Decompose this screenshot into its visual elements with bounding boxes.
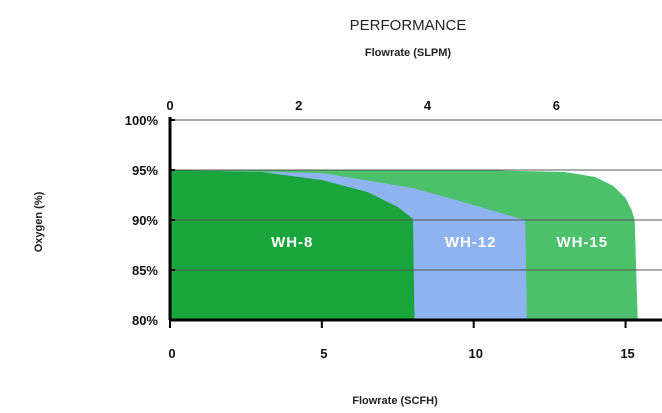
y-tick-label: 95%: [132, 163, 158, 178]
y-axis-label: Oxygen (%): [33, 191, 45, 252]
y-tick-label: 85%: [132, 263, 158, 278]
series-label-wh-12: WH-12: [445, 234, 497, 251]
top-tick-label: 2: [295, 98, 302, 113]
top-axis-label: Flowrate (SLPM): [365, 47, 452, 59]
y-tick-label: 80%: [132, 313, 158, 328]
top-tick-label: 0: [166, 98, 173, 113]
x-tick-label: 5: [320, 346, 327, 361]
series-label-wh-15: WH-15: [556, 234, 608, 251]
area-wh-8: [170, 170, 415, 320]
y-tick-label: 100%: [125, 113, 159, 128]
x-tick-label: 10: [468, 346, 482, 361]
x-tick-label: 15: [620, 346, 634, 361]
top-tick-label: 4: [424, 98, 432, 113]
plot-area: 80%85%90%95%100%05101502468WH-15WH-12WH-…: [125, 98, 662, 361]
chart-title: PERFORMANCE: [350, 17, 467, 34]
top-tick-label: 6: [553, 98, 560, 113]
x-axis-label: Flowrate (SCFH): [352, 395, 438, 407]
y-tick-label: 90%: [132, 213, 158, 228]
x-tick-label: 0: [168, 346, 175, 361]
series-label-wh-8: WH-8: [271, 234, 313, 251]
